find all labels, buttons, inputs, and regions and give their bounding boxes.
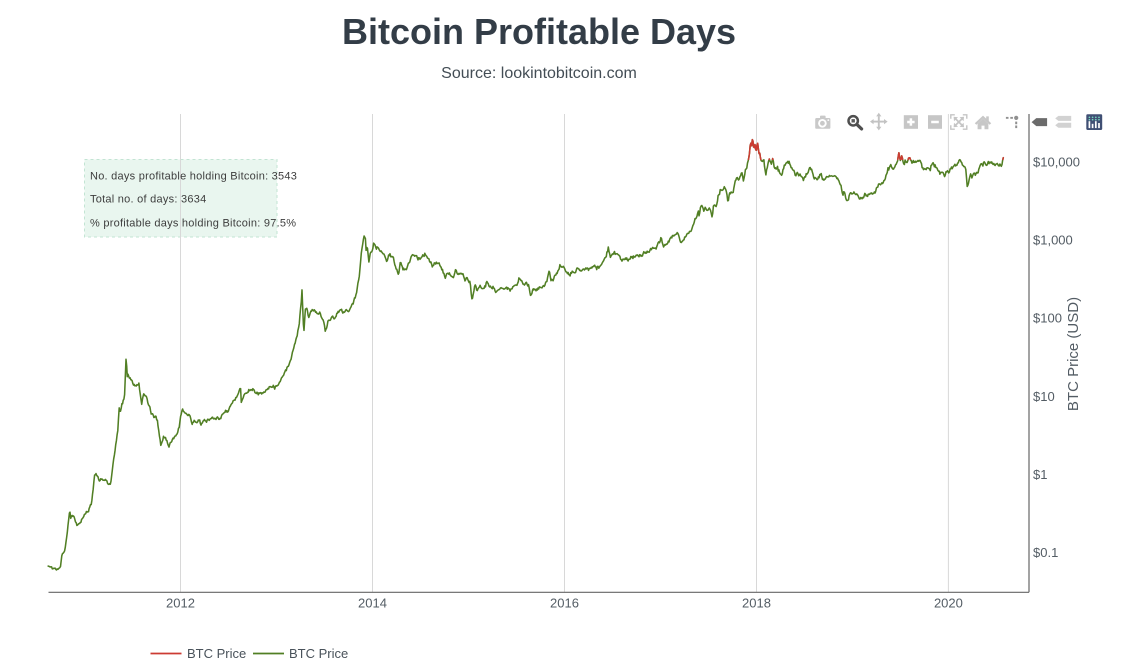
svg-text:2020: 2020 xyxy=(934,596,963,611)
svg-text:2014: 2014 xyxy=(358,596,387,611)
svg-text:$0.1: $0.1 xyxy=(1033,545,1058,560)
svg-text:2018: 2018 xyxy=(742,596,771,611)
svg-text:BTC Price (USD): BTC Price (USD) xyxy=(1065,297,1082,411)
svg-text:BTC Price: BTC Price xyxy=(289,646,348,661)
svg-text:$1,000: $1,000 xyxy=(1033,233,1073,248)
svg-text:$100: $100 xyxy=(1033,311,1062,326)
svg-text:Total no. of days: 3634: Total no. of days: 3634 xyxy=(90,194,206,206)
svg-text:% profitable days holding Bitc: % profitable days holding Bitcoin: 97.5% xyxy=(90,218,296,230)
svg-text:2016: 2016 xyxy=(550,596,579,611)
svg-text:$10: $10 xyxy=(1033,389,1055,404)
svg-text:BTC Price: BTC Price xyxy=(187,646,246,661)
svg-text:2012: 2012 xyxy=(166,596,195,611)
svg-text:$10,000: $10,000 xyxy=(1033,155,1080,170)
svg-text:No. days profitable holding Bi: No. days profitable holding Bitcoin: 354… xyxy=(90,171,297,183)
svg-text:$1: $1 xyxy=(1033,467,1047,482)
